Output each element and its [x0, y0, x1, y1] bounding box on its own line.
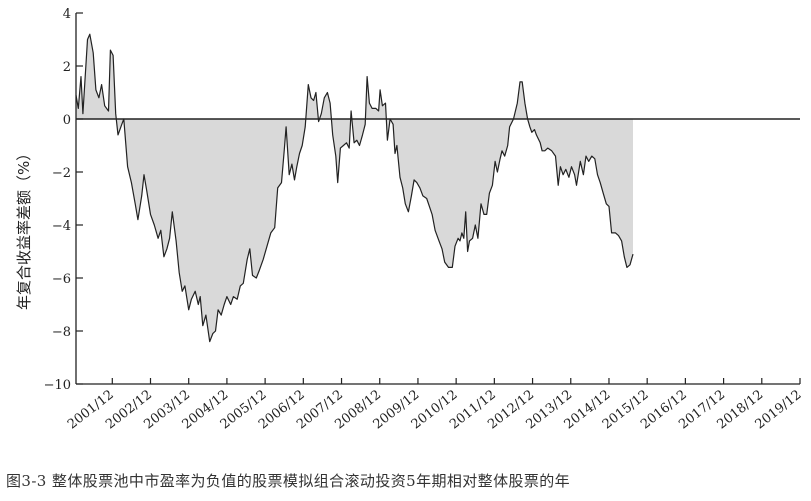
y-tick-label: 0 [63, 113, 71, 128]
y-tick-label: −6 [52, 272, 71, 287]
y-axis-label: 年复合收益率差额（%） [15, 146, 33, 310]
y-tick-label: −4 [52, 219, 71, 234]
x-tick-group: 2001/122002/122003/122004/122005/122006/… [65, 378, 804, 432]
figure-caption: 图3-3 整体股票池中市盈率为负值的股票模拟组合滚动投资5年期相对整体股票的年 [6, 472, 571, 490]
y-tick-group: 4 2 0 −2 −4 −6 −8 −10 [44, 7, 83, 393]
axes-group [75, 13, 800, 385]
area-fill-group [76, 34, 633, 342]
series-line-group [75, 33, 634, 343]
series-line [75, 33, 634, 343]
y-tick-label: −8 [52, 325, 71, 340]
y-tick-label: 2 [63, 60, 71, 75]
y-tick-label: −10 [44, 378, 71, 393]
y-tick-label: 4 [63, 7, 71, 22]
y-tick-label: −2 [52, 166, 71, 181]
area-fill [76, 34, 633, 342]
